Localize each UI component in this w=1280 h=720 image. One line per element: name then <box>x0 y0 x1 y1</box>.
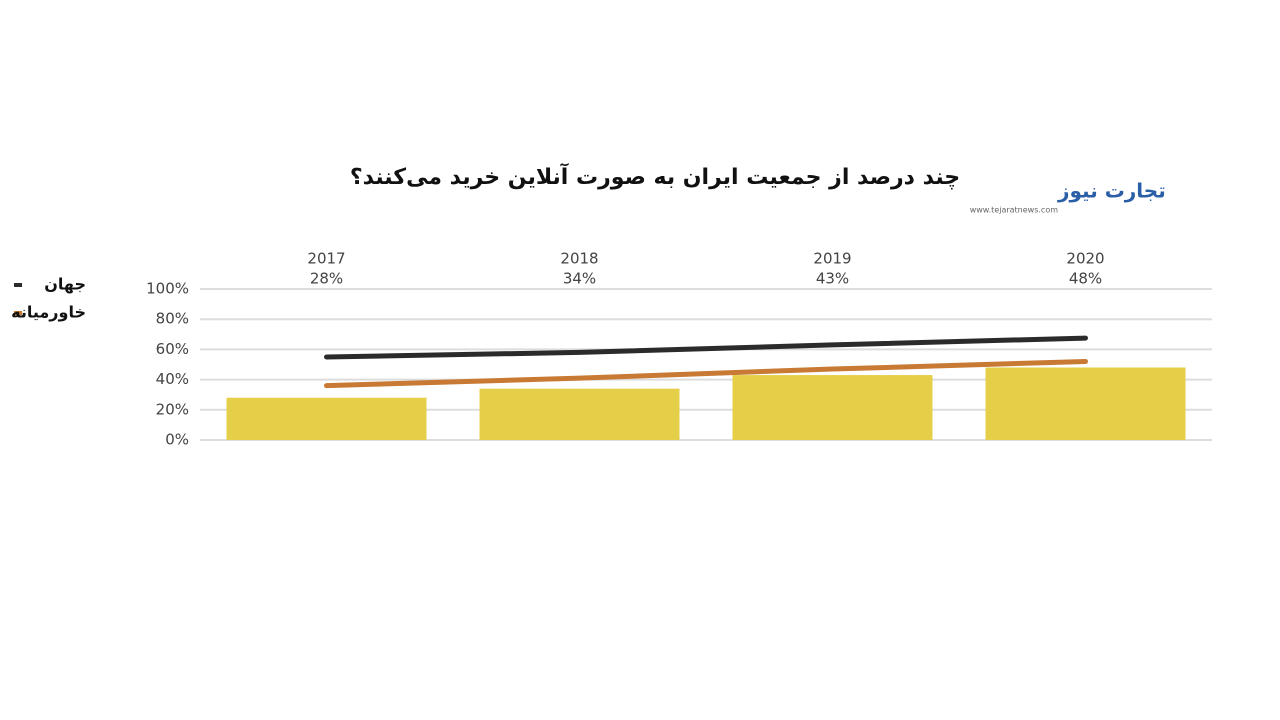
x-tick-label: 2020 <box>1066 250 1104 268</box>
logo: تجارت نیوز <box>1057 179 1166 203</box>
legend-label: جهان <box>44 275 86 294</box>
y-tick-label: 60% <box>156 340 189 358</box>
bar <box>479 388 680 440</box>
line <box>324 358 1088 389</box>
x-tick-label: 2019 <box>813 250 851 268</box>
value-label: 34% <box>563 270 596 288</box>
value-label: 48% <box>1069 270 1102 288</box>
bar <box>732 375 933 440</box>
y-tick-label: 20% <box>156 400 189 418</box>
y-tick-label: 100% <box>146 280 189 298</box>
y-tick-label: 80% <box>156 310 189 328</box>
x-tick-label: 2017 <box>307 250 345 268</box>
chart-title: چند درصد از جمعیت ایران به صورت آنلاین خ… <box>350 162 960 190</box>
logo-url: www.tejaratnews.com <box>970 206 1058 215</box>
legend-label: خاورمیانه <box>11 303 86 322</box>
x-tick-label: 2018 <box>560 250 598 268</box>
value-label: 43% <box>816 270 849 288</box>
bar <box>985 367 1186 440</box>
y-tick-label: 0% <box>165 431 189 449</box>
y-tick-label: 40% <box>156 370 189 388</box>
bar <box>226 397 427 440</box>
value-label: 28% <box>310 270 343 288</box>
line <box>324 335 1088 360</box>
